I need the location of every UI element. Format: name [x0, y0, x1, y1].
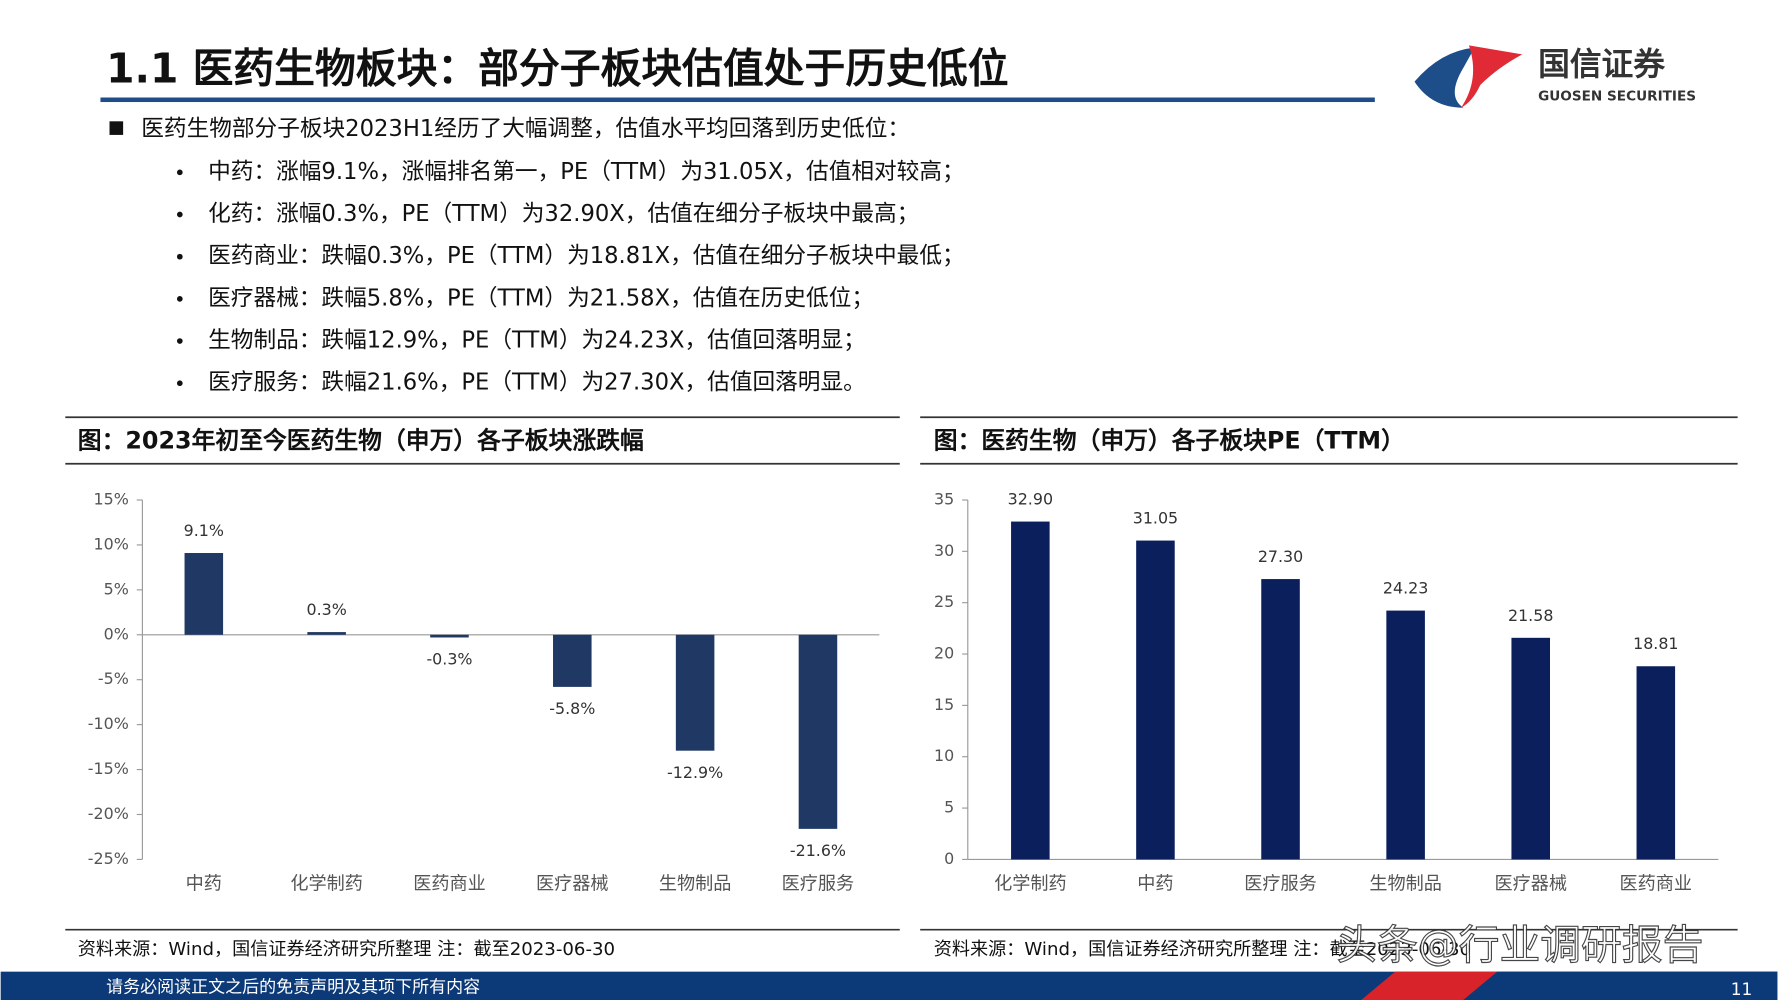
page-number: 11 — [1731, 980, 1753, 1000]
source: 资料来源：Wind，国信证券经济研究所整理 注：截至2023-06-30 — [934, 939, 1471, 960]
y-tick-label: -15% — [88, 759, 129, 778]
x-tick-label: 中药 — [1137, 873, 1173, 894]
value-label: -0.3% — [426, 650, 472, 669]
x-tick-label: 生物制品 — [1369, 873, 1442, 894]
x-tick-label: 医疗服务 — [1244, 873, 1317, 894]
y-tick-label: -10% — [88, 714, 129, 733]
bar — [553, 634, 592, 687]
value-label: 32.90 — [1008, 490, 1053, 509]
bullet-item: 生物制品：跌幅12.9%，PE（TTM）为24.23X，估值回落明显； — [208, 328, 866, 354]
y-tick-label: 5% — [104, 579, 129, 598]
watermark: 头条@行业调研报告 — [1336, 921, 1703, 969]
bar — [307, 632, 346, 635]
bullet-dot — [176, 253, 183, 260]
value-label: -21.6% — [790, 841, 846, 860]
y-tick-label: -20% — [88, 804, 129, 823]
y-tick-label: 0% — [104, 624, 129, 643]
y-tick-label: 35 — [934, 489, 954, 508]
footer-disclaimer: 请务必阅读正文之后的免责声明及其项下所有内容 — [106, 978, 480, 998]
value-label: -5.8% — [549, 699, 595, 718]
value-label: 18.81 — [1633, 634, 1678, 653]
y-tick-label: 20 — [934, 644, 954, 663]
logo-sub: GUOSEN SECURITIES — [1538, 88, 1696, 104]
bullet-dot — [176, 211, 183, 218]
x-tick-label: 医疗服务 — [782, 873, 855, 894]
bar — [184, 553, 224, 635]
bar — [1011, 521, 1050, 860]
y-tick-label: 10 — [934, 746, 954, 765]
bar — [675, 634, 715, 751]
bullet-item: 医药商业：跌幅0.3%，PE（TTM）为18.81X，估值在细分子板块中最低； — [208, 243, 965, 269]
bullet-dot — [176, 338, 183, 344]
y-tick-label: 15% — [94, 489, 129, 508]
x-tick-label: 医疗器械 — [1494, 873, 1567, 894]
value-label: 27.30 — [1258, 547, 1303, 566]
bar — [1511, 637, 1550, 860]
value-label: -12.9% — [667, 763, 723, 782]
bullet-item: 化药：涨幅0.3%，PE（TTM）为32.90X，估值在细分子板块中最高； — [208, 201, 919, 227]
y-tick-label: 25 — [934, 592, 954, 611]
bullet-dot — [176, 296, 183, 302]
x-tick-label: 生物制品 — [659, 873, 732, 894]
value-label: 0.3% — [306, 600, 346, 619]
footer-accent2 — [1463, 971, 1778, 1000]
page-title: 1.1 医药生物板块：部分子板块估值处于历史低位 — [106, 44, 1008, 92]
y-tick-label: 30 — [934, 541, 954, 560]
value-label: 31.05 — [1133, 509, 1178, 528]
value-label: 21.58 — [1508, 606, 1553, 625]
y-tick-label: 15 — [934, 695, 954, 714]
x-tick-label: 医疗器械 — [536, 873, 609, 894]
y-tick-label: 0 — [944, 849, 954, 868]
bar — [798, 634, 838, 829]
value-label: 9.1% — [184, 521, 224, 540]
bullet-item: 医疗服务：跌幅21.6%，PE（TTM）为27.30X，估值回落明显。 — [208, 370, 866, 396]
x-tick-label: 中药 — [186, 873, 222, 894]
bar — [1261, 579, 1300, 860]
logo: 国信证券 GUOSEN SECURITIES — [1414, 45, 1696, 108]
y-tick-label: -25% — [88, 849, 129, 868]
chart-title: 图：2023年初至今医药生物（申万）各子板块涨跌幅 — [78, 427, 644, 455]
bullet-item: 中药：涨幅9.1%，涨幅排名第一，PE（TTM）为31.05X，估值相对较高； — [208, 159, 965, 185]
x-tick-label: 医药商业 — [1620, 873, 1693, 894]
x-tick-label: 医药商业 — [413, 873, 486, 894]
logo-name: 国信证券 — [1538, 47, 1665, 83]
bullet-item: 医疗器械：跌幅5.8%，PE（TTM）为21.58X，估值在历史低位； — [208, 285, 874, 311]
x-tick-label: 化学制药 — [290, 873, 363, 894]
bullet-dot — [176, 169, 183, 176]
bar — [1386, 610, 1425, 860]
bullet-square — [109, 121, 124, 135]
chart-title: 图：医药生物（申万）各子板块PE（TTM） — [934, 427, 1405, 455]
source: 资料来源：Wind，国信证券经济研究所整理 注：截至2023-06-30 — [78, 939, 615, 960]
bullet-main: 医药生物部分子板块2023H1经历了大幅调整，估值水平均回落到历史低位： — [141, 116, 910, 142]
bar — [1136, 540, 1175, 860]
bar — [430, 634, 469, 638]
x-tick-label: 化学制药 — [994, 873, 1067, 894]
value-label: 24.23 — [1383, 579, 1428, 598]
title-rule — [100, 97, 1375, 103]
bullet-dot — [176, 380, 183, 387]
y-tick-label: 5 — [944, 798, 954, 817]
y-tick-label: 10% — [94, 534, 129, 553]
y-tick-label: -5% — [98, 669, 129, 688]
bar — [1636, 666, 1676, 860]
